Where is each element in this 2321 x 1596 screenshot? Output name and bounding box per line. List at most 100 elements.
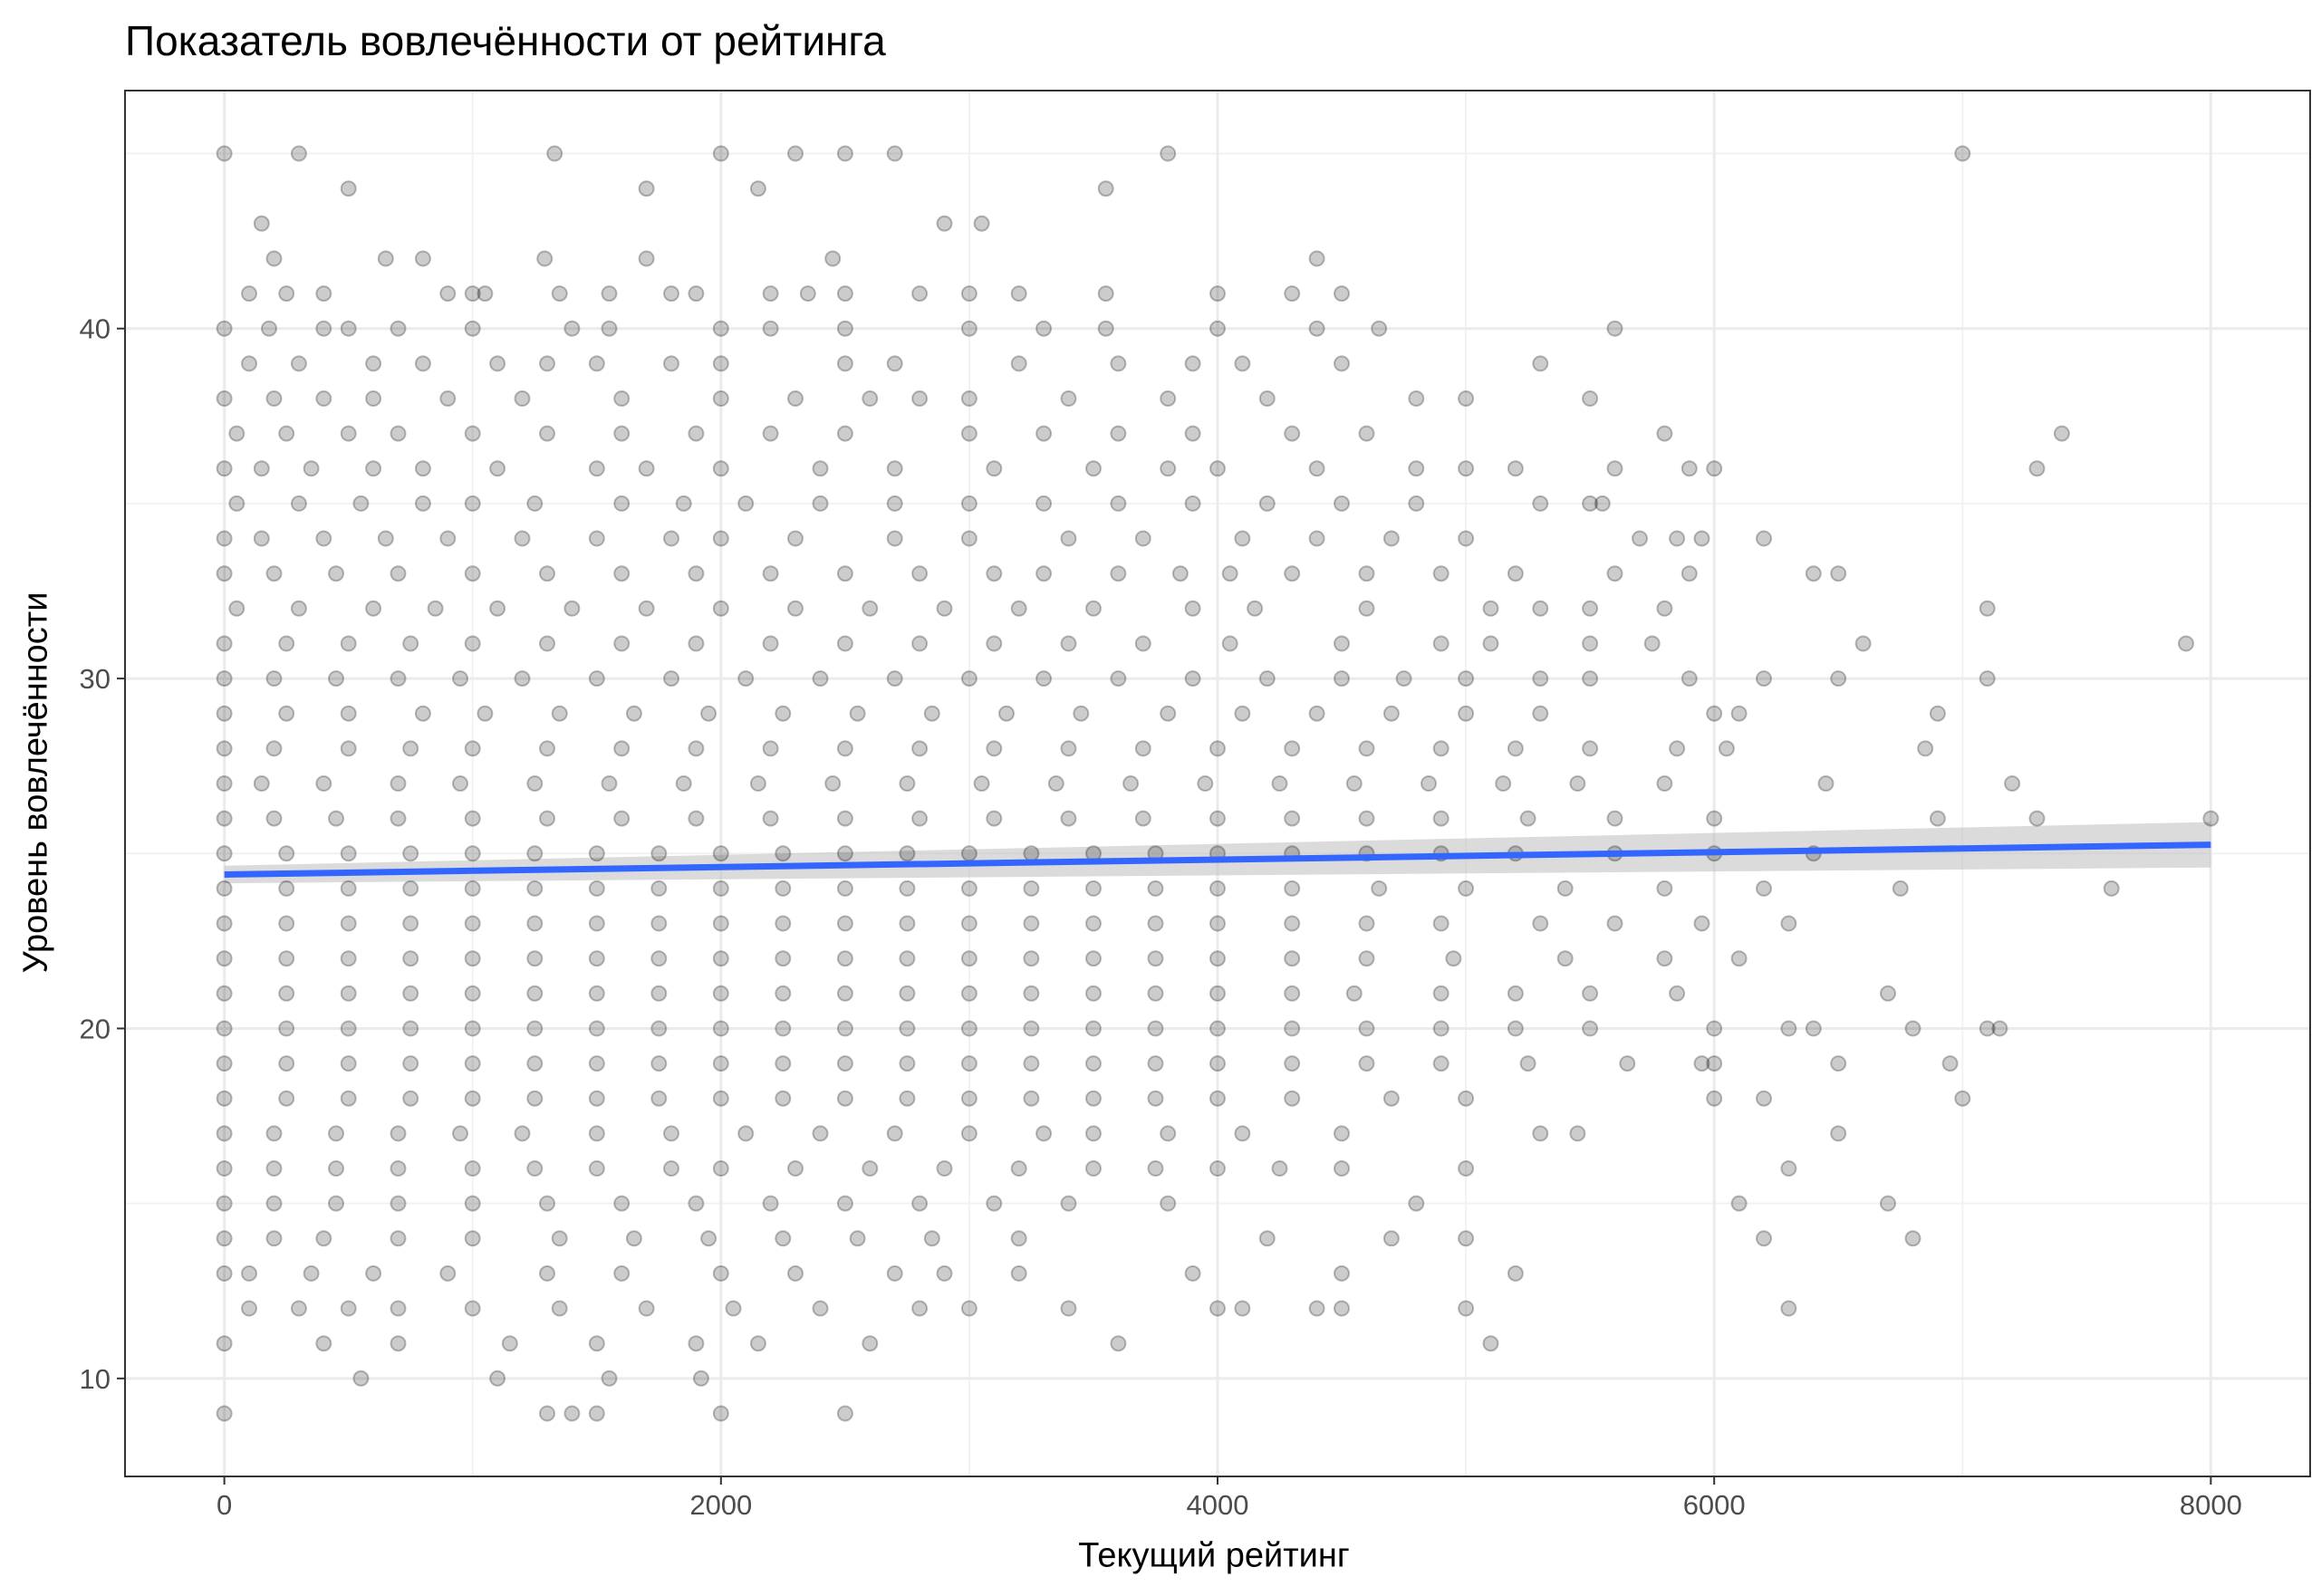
data-point	[539, 565, 555, 582]
data-point	[1023, 1020, 1040, 1037]
data-point	[365, 460, 382, 477]
data-point	[526, 915, 544, 932]
data-point	[960, 670, 978, 687]
data-point	[365, 355, 382, 372]
data-point	[563, 1405, 581, 1422]
data-point	[1010, 285, 1027, 303]
data-point	[911, 810, 929, 827]
data-point	[1681, 670, 1698, 687]
data-point	[1432, 1055, 1449, 1072]
data-point	[1756, 1090, 1772, 1107]
data-point	[539, 810, 555, 827]
data-point	[340, 705, 357, 722]
data-point	[849, 1230, 866, 1247]
data-point	[253, 460, 270, 477]
data-point	[315, 1230, 332, 1247]
data-point	[514, 670, 531, 687]
data-point	[663, 1160, 679, 1177]
data-point	[1134, 740, 1151, 757]
data-point	[663, 355, 679, 372]
data-point	[1382, 530, 1400, 547]
data-point	[1284, 1090, 1301, 1107]
data-point	[1122, 775, 1140, 792]
data-point	[390, 320, 407, 337]
data-point	[1892, 880, 1909, 897]
data-point	[315, 285, 332, 303]
data-point	[464, 495, 481, 512]
data-point	[1929, 705, 1946, 722]
data-point	[836, 1405, 853, 1422]
data-point	[960, 985, 978, 1002]
data-point	[1358, 565, 1375, 582]
data-point	[762, 1195, 779, 1212]
data-point	[862, 390, 879, 407]
data-point	[1258, 670, 1276, 687]
data-point	[812, 460, 829, 477]
data-point	[1445, 950, 1462, 967]
data-point	[1060, 635, 1077, 652]
data-point	[464, 845, 481, 862]
data-point	[700, 1230, 717, 1247]
data-point	[1358, 600, 1375, 617]
data-point	[1271, 775, 1288, 792]
data-point	[862, 1160, 879, 1177]
data-point	[439, 1264, 457, 1282]
data-point	[1656, 600, 1673, 617]
data-point	[241, 1264, 257, 1282]
data-point	[1047, 775, 1064, 792]
data-point	[216, 145, 233, 162]
data-point	[1197, 775, 1214, 792]
data-point	[899, 880, 916, 897]
data-point	[960, 530, 978, 547]
data-point	[749, 180, 766, 197]
data-point	[650, 1020, 668, 1037]
data-point	[539, 425, 555, 442]
data-point	[936, 1160, 953, 1177]
data-point	[1432, 565, 1449, 582]
data-point	[2028, 810, 2046, 827]
data-point	[1284, 740, 1301, 757]
data-point	[973, 215, 990, 232]
data-point	[911, 390, 929, 407]
data-point	[886, 355, 903, 372]
data-point	[414, 495, 431, 512]
data-point	[464, 635, 481, 652]
data-point	[712, 1405, 729, 1422]
data-point	[526, 775, 544, 792]
data-point	[1432, 635, 1449, 652]
data-point	[539, 1195, 555, 1212]
data-point	[278, 1020, 295, 1037]
data-point	[1382, 1090, 1400, 1107]
data-point	[1134, 635, 1151, 652]
data-point	[464, 810, 481, 827]
data-point	[688, 425, 705, 442]
data-point	[688, 565, 705, 582]
data-point	[1110, 355, 1127, 372]
data-point	[1432, 915, 1449, 932]
data-point	[836, 740, 853, 757]
data-point	[464, 1230, 481, 1247]
data-point	[1606, 915, 1623, 932]
data-point	[551, 1230, 568, 1247]
data-point	[625, 705, 642, 722]
data-point	[1780, 1300, 1797, 1317]
data-point	[1917, 740, 1934, 757]
data-point	[328, 1195, 344, 1212]
data-point	[712, 1020, 729, 1037]
data-point	[712, 1160, 729, 1177]
data-point	[836, 845, 853, 862]
data-point	[613, 740, 631, 757]
data-point	[675, 495, 692, 512]
data-point	[1085, 1160, 1102, 1177]
data-point	[340, 950, 357, 967]
data-point	[1582, 495, 1599, 512]
data-point	[377, 250, 394, 267]
data-point	[1507, 565, 1524, 582]
data-point	[390, 1300, 407, 1317]
data-point	[960, 1125, 978, 1142]
data-point	[390, 1125, 407, 1142]
data-point	[216, 740, 233, 757]
data-point	[526, 1090, 544, 1107]
data-point	[1582, 1020, 1599, 1037]
data-point	[613, 495, 631, 512]
